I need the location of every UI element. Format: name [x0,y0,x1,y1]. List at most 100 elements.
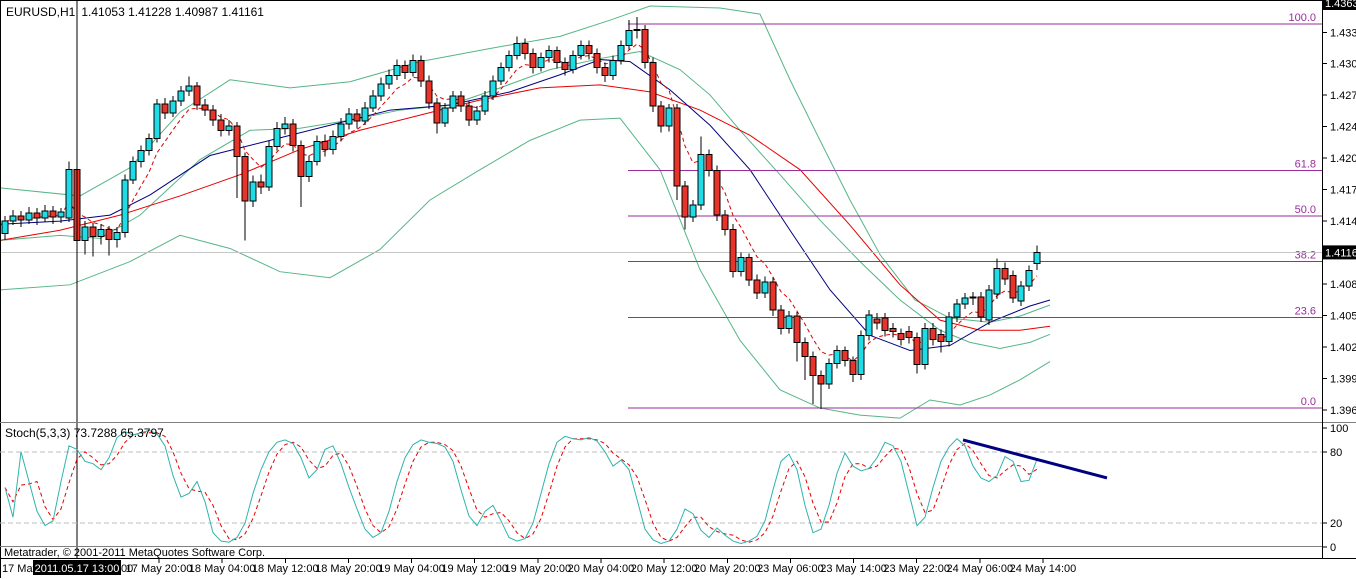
bear-candle [201,104,209,111]
bull-candle [409,60,417,74]
bull-candle [617,44,625,62]
bull-candle [921,327,929,366]
price-axis-label: 1.41470 [1330,216,1356,228]
bear-candle [353,113,361,122]
price-axis-label: 1.40535 [1330,311,1356,323]
bull-candle [993,268,1001,295]
bear-candle [465,105,473,121]
bull-candle [961,297,969,305]
bull-candle [345,113,353,125]
time-axis-label: 24 May 06:00 [946,563,1013,575]
bull-candle [113,231,121,240]
fib-level-label-0.0: 0.0 [1301,396,1316,408]
price-axis-label: 1.40225 [1330,342,1356,354]
bear-candle [649,62,657,107]
time-axis-label: 23 May 06:00 [757,563,824,575]
bear-candle [905,330,913,338]
bull-candle [153,103,161,139]
price-highlight-top-bg [1323,0,1356,10]
time-axis-label: 24 May 14:00 [1010,563,1077,575]
bear-candle [585,44,593,55]
bull-candle [497,67,505,82]
bull-candle [393,65,401,77]
bear-candle [913,336,921,366]
fib-level-label-23.6: 23.6 [1295,305,1316,317]
copyright-text: Metatrader, © 2001-2011 MetaQuotes Softw… [4,547,266,559]
bear-candle [561,62,569,71]
bull-candle [865,314,873,336]
price-axis-label: 1.40850 [1330,279,1356,291]
bull-candle [185,85,193,92]
bear-candle [657,105,665,127]
bear-candle [841,349,849,362]
stochastic-label: Stoch(5,3,3) 73.7288 65.3797 [5,426,164,440]
bear-candle [217,119,225,131]
ema-fast-dashed-line [4,43,1038,362]
time-axis-label: 19 May 04:00 [378,563,445,575]
bear-candle [769,281,777,311]
bull-candle [9,215,17,222]
bear-candle [681,185,689,218]
bull-candle [689,204,697,218]
bull-candle [449,95,457,109]
time-axis-label: 17 May 20:00 [126,563,193,575]
time-axis-label: 20 May 20:00 [694,563,761,575]
ma-red-line [0,84,1051,331]
bull-candle [985,289,993,321]
price-highlight-current-bg [1323,245,1356,260]
bull-candle [369,95,377,109]
stoch-trendline[interactable] [962,438,1108,480]
ohlc-values: 1.41053 1.41228 1.40987 1.41161 [81,5,264,19]
time-highlight-label: 2011.05.17 13:00 [35,563,120,575]
bear-candle [89,226,97,237]
bull-candle [169,100,177,114]
stoch-signal-line [4,432,1038,543]
bear-candle [457,95,465,107]
stoch-axis-label: 20 [1330,518,1342,530]
bear-candle [729,228,737,273]
bull-candle [97,228,105,237]
fib-level-label-61.8: 61.8 [1295,159,1316,171]
bull-candle [377,83,385,97]
price-axis-label: 1.42720 [1330,90,1356,102]
bull-candle [329,135,337,150]
bull-candle [265,145,273,188]
bear-candle [1009,275,1017,299]
bear-candle [745,257,753,281]
bull-candle [545,49,553,59]
bear-candle [705,154,713,172]
bear-candle [425,80,433,104]
price-axis-label: 1.42405 [1330,122,1356,134]
price-highlight-top: 1.43630 [1325,0,1356,10]
bear-candle [241,156,249,202]
bull-candle [57,211,65,218]
bear-candle [161,103,169,114]
bear-candle [937,333,945,342]
price-axis-label: 1.43030 [1330,59,1356,71]
bear-candle [641,28,649,64]
bear-candle [601,67,609,77]
price-axis-label: 1.43340 [1330,27,1356,39]
time-axis-label: 18 May 04:00 [189,563,256,575]
time-axis-label: 20 May 04:00 [568,563,635,575]
bull-candle [273,127,281,147]
bear-candle [33,212,41,219]
bull-candle [337,123,345,137]
time-axis-label: 19 May 12:00 [441,563,508,575]
bull-candle [121,179,129,233]
bull-candle [441,107,449,124]
bull-candle [249,181,257,202]
bear-candle [817,375,825,385]
bull-candle [361,107,369,122]
bull-candle [785,315,793,329]
fib-level-label-38.2: 38.2 [1295,249,1316,261]
bull-candle [281,123,289,129]
bear-candle [521,42,529,55]
bull-candle [665,107,673,127]
bear-candle [257,181,265,188]
bear-candle [809,356,817,377]
time-axis-label: 18 May 20:00 [315,563,382,575]
